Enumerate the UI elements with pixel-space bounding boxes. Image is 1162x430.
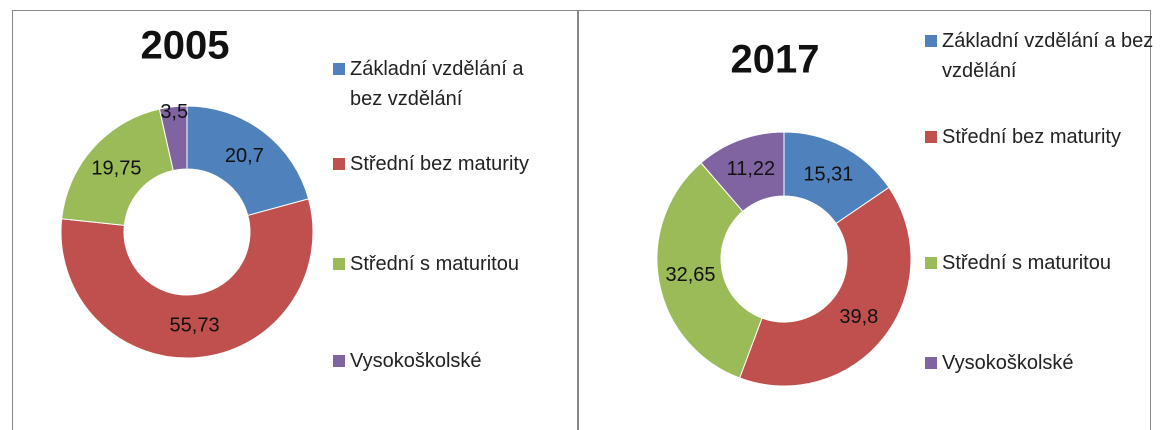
legend-swatch [333,158,345,170]
chart-title: 2005 [141,24,230,68]
data-label: 20,7 [225,145,264,167]
legend-swatch [333,258,345,270]
legend-label: Vysokoškolské [942,352,1074,374]
legend-label: Střední s maturitou [942,252,1111,274]
legend-swatch [925,357,937,369]
donut-slice [739,186,912,387]
legend-label: Střední bez maturity [942,126,1121,148]
legend-label: Vysokoškolské [350,350,482,372]
data-label: 11,22 [727,158,776,180]
data-label: 19,75 [91,157,141,179]
legend-swatch [925,257,937,269]
data-label: 39,8 [839,306,878,328]
donut-slice [61,108,174,226]
legend-label: Základní vzdělání a bez vzdělání [350,58,524,110]
legend-swatch [925,131,937,143]
donut-slice [700,131,785,213]
chart-panel [12,10,579,430]
legend-swatch [925,35,937,47]
page: 2005 20,7 55,73 19,75 3,5 2017 15,31 39,8 32,65 1… [12,10,1154,430]
donut-slice [656,162,763,379]
legend-label: Střední bez maturity [350,153,529,175]
data-label: 15,31 [803,163,853,185]
legend-swatch [333,355,345,367]
charts: 2005 20,7 55,73 19,75 3,5 2017 15,31 39,8 32,65 1… [60,24,912,387]
chart-title: 2017 [731,38,820,82]
donut-slice [60,198,314,359]
data-label: 55,73 [170,314,220,336]
legend-label: Základní vzdělání a bez vzdělání [942,30,1154,82]
legend-swatch [333,63,345,75]
legend-label: Střední s maturitou [350,253,519,275]
donut-slice [186,105,310,217]
chart-panel [577,10,1151,430]
donut-slice [158,105,188,172]
data-label: 32,65 [665,264,715,286]
data-label: 3,5 [160,101,188,123]
